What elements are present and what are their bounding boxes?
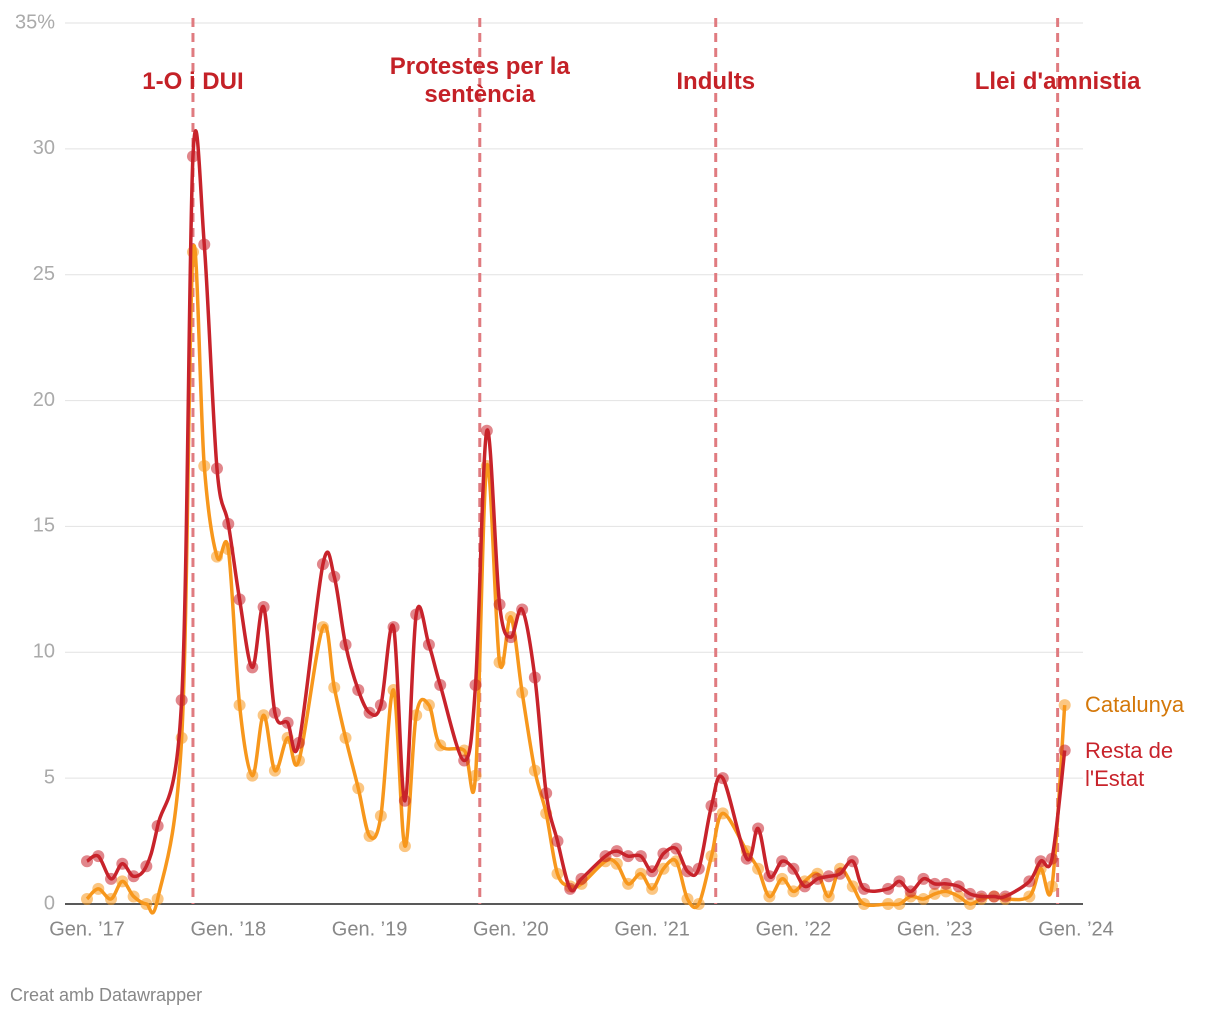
event-label: 1-O i DUI	[142, 68, 244, 95]
footer: Creat amb Datawrapper	[10, 985, 203, 1005]
x-tick-label: Gen. ’24	[1038, 918, 1114, 940]
y-tick-label: 25	[33, 263, 55, 285]
series-line	[86, 129, 1067, 900]
x-tick-label: Gen. ’20	[473, 918, 549, 940]
y-tick-label: 15	[33, 515, 55, 537]
y-tick-label: 0	[44, 892, 55, 914]
x-tick-label: Gen. ’21	[614, 918, 690, 940]
y-tick-label: 30	[33, 137, 55, 159]
x-tick-label: Gen. ’22	[756, 918, 832, 940]
y-tick-label: 20	[33, 389, 55, 411]
x-tick-label: Gen. ’18	[190, 918, 266, 940]
x-tick-label: Gen. ’23	[897, 918, 973, 940]
legend-label: Resta de l'Estat	[1085, 738, 1174, 792]
y-tick-label: 10	[33, 641, 55, 663]
event-label: Indults	[676, 68, 756, 95]
event-label: Llei d'amnistia	[974, 68, 1141, 95]
event-label: Protestes per la sentència	[389, 53, 570, 108]
y-tick-label: 35%	[15, 11, 55, 33]
data-point	[1058, 699, 1071, 712]
y-tick-label: 5	[44, 766, 55, 788]
x-tick-label: Gen. ’17	[49, 918, 125, 940]
series-line	[85, 244, 1067, 915]
x-tick-label: Gen. ’19	[332, 918, 408, 940]
legend-label: Catalunya	[1085, 692, 1185, 718]
